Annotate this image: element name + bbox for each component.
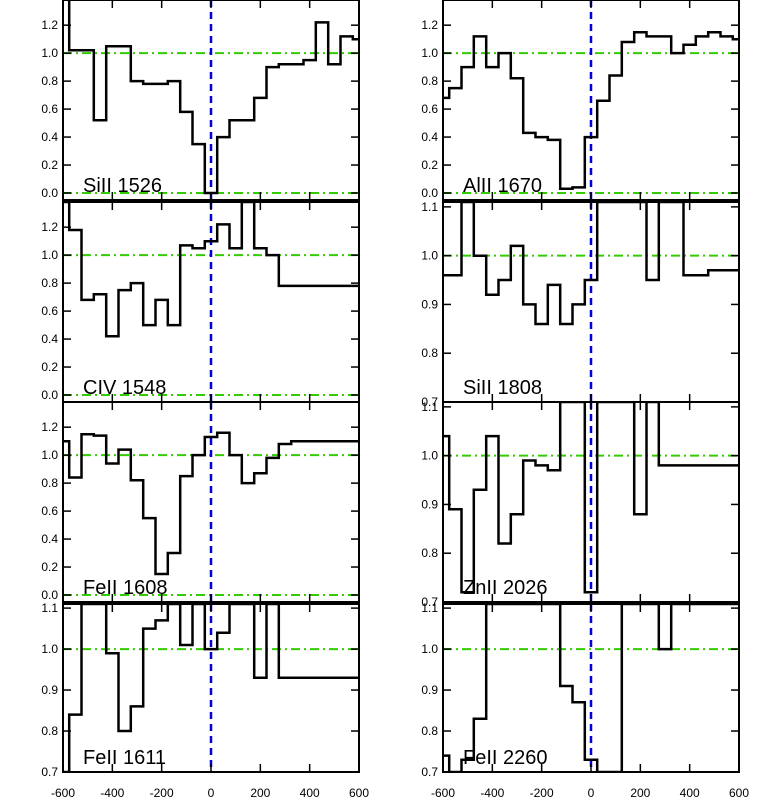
plot-area (63, 402, 359, 602)
y-tick-label: 0.0 (421, 186, 438, 200)
y-tick-label: 0.2 (421, 158, 438, 172)
y-tick-label: 0.7 (421, 595, 438, 609)
x-tick-label: -600 (51, 786, 75, 800)
y-tick-label: 1.0 (421, 449, 438, 463)
panel-0: 0.0 0.2 0.4 0.6 0.8 1.0 1.2 SiII 1526 (41, 0, 360, 201)
y-tick-label: 0.8 (41, 74, 58, 88)
line-label: FeII 2260 (463, 747, 548, 769)
y-tick-label: 0.7 (41, 765, 58, 779)
line-label: FeII 1611 (83, 747, 166, 769)
x-tick-label: 600 (729, 786, 749, 800)
y-tick-label: 1.2 (41, 18, 58, 32)
line-label: SiII 1808 (463, 377, 542, 399)
y-tick-label: 0.4 (41, 130, 58, 144)
y-tick-label: 0.4 (41, 332, 58, 346)
plot-area (63, 202, 359, 402)
panel-2: 0.0 0.2 0.4 0.6 0.8 1.0 1.2 CIV 1548 (41, 201, 360, 403)
y-tick-label: 1.2 (41, 220, 58, 234)
x-tick-label: -600 (431, 786, 455, 800)
y-tick-label: 0.9 (421, 683, 438, 697)
y-tick-label: 0.4 (41, 532, 58, 546)
line-label: ZnII 2026 (463, 577, 548, 599)
line-label: FeII 1608 (83, 577, 168, 599)
panel-7: 0.7 0.8 0.9 1.0 1.1 FeII 2260 (421, 601, 740, 779)
plot-area (443, 202, 739, 402)
panel-5: 0.7 0.8 0.9 1.0 1.1 ZnII 2026 (421, 400, 740, 609)
line-label: AlII 1670 (463, 175, 542, 197)
x-tick-label: -400 (480, 786, 504, 800)
y-tick-label: 0.9 (421, 297, 438, 311)
spectrum-step-line (63, 202, 359, 338)
plot-area (443, 402, 739, 602)
y-tick-label: 1.1 (421, 601, 438, 615)
y-tick-label: 1.0 (41, 46, 58, 60)
spectrum-step-line (63, 431, 359, 576)
x-tick-label: 0 (208, 786, 215, 800)
y-tick-label: 1.0 (41, 248, 58, 262)
x-tick-label: 200 (630, 786, 650, 800)
plot-area (63, 0, 359, 200)
x-tick-label: 600 (349, 786, 369, 800)
y-tick-label: 0.8 (41, 724, 58, 738)
y-tick-label: 1.0 (41, 642, 58, 656)
y-tick-label: 0.2 (41, 360, 58, 374)
x-tick-label: 0 (588, 786, 595, 800)
line-label: SiII 1526 (83, 175, 162, 197)
y-tick-label: 1.1 (41, 601, 58, 615)
y-tick-label: 0.4 (421, 130, 438, 144)
panel-3: 0.7 0.8 0.9 1.0 1.1 SiII 1808 (421, 200, 740, 409)
y-tick-label: 1.0 (421, 249, 438, 263)
x-tick-label: -200 (530, 786, 554, 800)
y-tick-label: 0.2 (41, 158, 58, 172)
y-tick-label: 0.8 (421, 346, 438, 360)
spectrum-step-line (443, 402, 739, 594)
spectrum-step-line (443, 30, 739, 191)
y-tick-label: 0.0 (41, 388, 58, 402)
panel-4: 0.0 0.2 0.4 0.6 0.8 1.0 1.2 FeII 1608 (41, 401, 360, 603)
line-label: CIV 1548 (83, 377, 166, 399)
spectrum-step-line (443, 202, 739, 326)
y-tick-label: 0.9 (41, 683, 58, 697)
x-tick-label: -400 (100, 786, 124, 800)
y-tick-label: 0.6 (41, 102, 58, 116)
y-tick-label: 1.1 (421, 400, 438, 414)
panel-6: 0.7 0.8 0.9 1.0 1.1 FeII 1611 (41, 601, 360, 779)
y-tick-label: 1.0 (421, 642, 438, 656)
y-tick-label: 0.0 (41, 186, 58, 200)
y-tick-label: 0.8 (421, 74, 438, 88)
y-tick-label: 0.8 (41, 276, 58, 290)
y-tick-label: 1.2 (41, 420, 58, 434)
y-tick-label: 0.6 (41, 504, 58, 518)
y-tick-label: 0.6 (421, 102, 438, 116)
y-tick-label: 1.2 (421, 18, 438, 32)
y-tick-label: 0.8 (41, 476, 58, 490)
y-tick-label: 0.7 (421, 765, 438, 779)
y-tick-label: 0.7 (421, 395, 438, 409)
spectrum-step-line (63, 604, 359, 772)
y-tick-label: 1.1 (421, 200, 438, 214)
plot-area (443, 0, 739, 200)
y-tick-label: 1.0 (421, 46, 438, 60)
spectrum-step-line (67, 0, 359, 195)
panel-1: 0.0 0.2 0.4 0.6 0.8 1.0 1.2 AlII 1670 (421, 0, 740, 201)
x-tick-label: 200 (250, 786, 270, 800)
y-tick-label: 0.8 (421, 724, 438, 738)
plot-area (63, 604, 359, 772)
plot-area (443, 604, 739, 772)
y-tick-label: 1.0 (41, 448, 58, 462)
y-tick-label: 0.2 (41, 560, 58, 574)
y-tick-label: 0.9 (421, 497, 438, 511)
x-tick-label: -200 (150, 786, 174, 800)
y-tick-label: 0.0 (41, 588, 58, 602)
x-tick-label: 400 (300, 786, 320, 800)
y-tick-label: 0.6 (41, 304, 58, 318)
x-tick-label: 400 (680, 786, 700, 800)
y-tick-label: 0.8 (421, 546, 438, 560)
spectrum-step-line (443, 604, 739, 772)
